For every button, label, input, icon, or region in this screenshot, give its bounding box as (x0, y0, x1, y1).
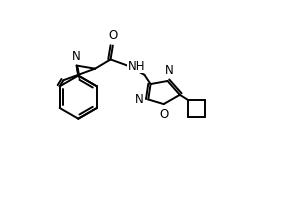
Text: N: N (165, 64, 173, 77)
Text: N: N (135, 93, 144, 106)
Text: O: O (108, 29, 118, 42)
Text: O: O (159, 108, 168, 121)
Text: N: N (72, 50, 81, 63)
Text: NH: NH (128, 60, 145, 73)
